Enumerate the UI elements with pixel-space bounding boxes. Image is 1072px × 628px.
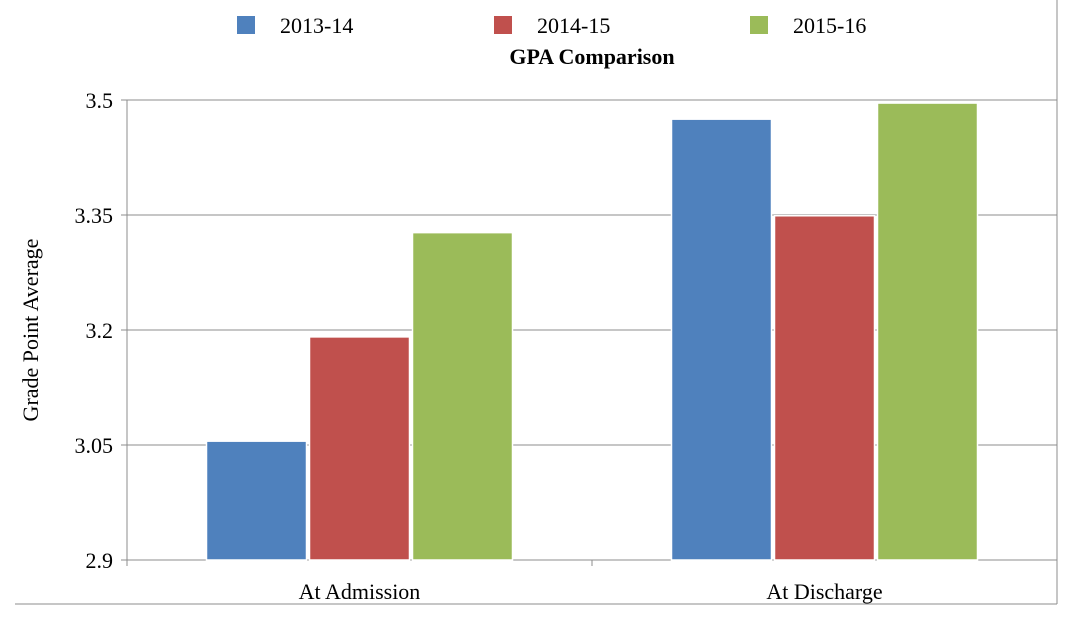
legend-label: 2013-14 [280, 13, 353, 38]
y-tick-label: 3.35 [75, 203, 114, 228]
bar-2014-15-at-admission [308, 336, 411, 561]
y-tick-labels: 2.9 3.05 3.2 3.35 3.5 [75, 88, 114, 573]
bars [205, 102, 979, 561]
bar-2013-14-at-admission [205, 440, 308, 561]
category-label: At Admission [299, 579, 421, 604]
legend-swatch [750, 16, 768, 34]
bar-2015-16-at-discharge [876, 102, 979, 561]
category-labels: At Admission At Discharge [299, 579, 883, 604]
legend-swatch [237, 16, 255, 34]
y-tick-label: 2.9 [86, 548, 114, 573]
legend-item: 2015-16 [750, 13, 866, 38]
y-tick-label: 3.05 [75, 433, 114, 458]
chart-title: GPA Comparison [509, 44, 674, 69]
legend: 2013-14 2014-15 2015-16 [237, 13, 866, 38]
legend-item: 2013-14 [237, 13, 353, 38]
legend-label: 2015-16 [793, 13, 866, 38]
legend-label: 2014-15 [537, 13, 610, 38]
legend-item: 2014-15 [494, 13, 610, 38]
y-axis-title: Grade Point Average [18, 239, 43, 422]
bar-2013-14-at-discharge [670, 118, 773, 561]
category-label: At Discharge [766, 579, 882, 604]
bar-2015-16-at-admission [411, 231, 514, 561]
y-tick-label: 3.5 [86, 88, 114, 113]
y-tick-label: 3.2 [86, 318, 114, 343]
bar-2014-15-at-discharge [773, 215, 876, 561]
legend-swatch [494, 16, 512, 34]
